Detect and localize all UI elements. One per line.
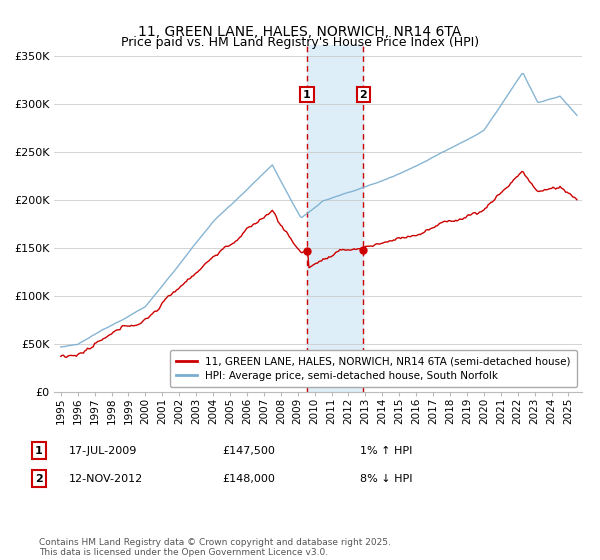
Text: 2: 2 [35, 474, 43, 484]
Text: 1: 1 [303, 90, 311, 100]
Text: 8% ↓ HPI: 8% ↓ HPI [360, 474, 413, 484]
Text: 12-NOV-2012: 12-NOV-2012 [69, 474, 143, 484]
Text: £147,500: £147,500 [222, 446, 275, 456]
Text: 1% ↑ HPI: 1% ↑ HPI [360, 446, 412, 456]
Text: 11, GREEN LANE, HALES, NORWICH, NR14 6TA: 11, GREEN LANE, HALES, NORWICH, NR14 6TA [139, 25, 461, 39]
Text: £148,000: £148,000 [222, 474, 275, 484]
Text: Contains HM Land Registry data © Crown copyright and database right 2025.
This d: Contains HM Land Registry data © Crown c… [39, 538, 391, 557]
Text: Price paid vs. HM Land Registry's House Price Index (HPI): Price paid vs. HM Land Registry's House … [121, 36, 479, 49]
Text: 2: 2 [359, 90, 367, 100]
Text: 1: 1 [35, 446, 43, 456]
Text: 17-JUL-2009: 17-JUL-2009 [69, 446, 137, 456]
Legend: 11, GREEN LANE, HALES, NORWICH, NR14 6TA (semi-detached house), HPI: Average pri: 11, GREEN LANE, HALES, NORWICH, NR14 6TA… [170, 350, 577, 387]
Bar [307, 45, 363, 392]
